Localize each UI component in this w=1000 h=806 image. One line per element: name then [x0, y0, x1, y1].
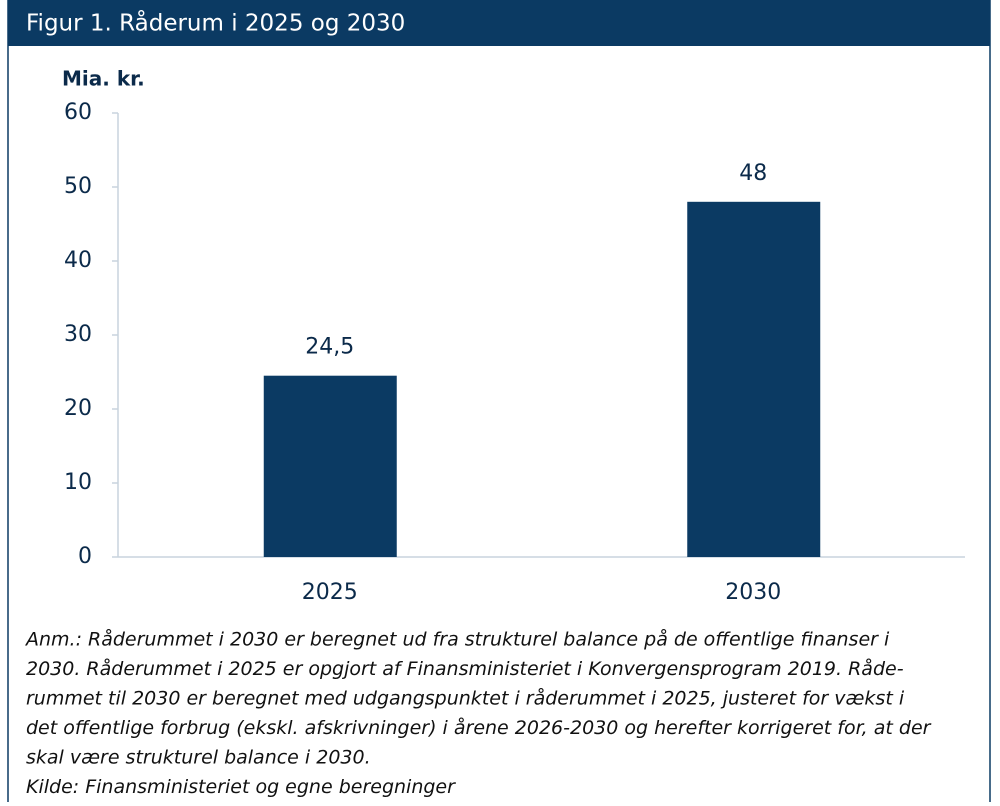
note-line: skal være strukturel balance i 2030. — [26, 747, 371, 769]
value-label: 48 — [739, 161, 767, 186]
y-tick-label: 0 — [78, 544, 92, 569]
note-line: Anm.: Råderummet i 2030 er beregnet ud f… — [24, 628, 890, 651]
value-label: 24,5 — [305, 335, 354, 360]
x-tick-label: 2030 — [725, 580, 781, 605]
y-tick-label: 20 — [64, 396, 92, 421]
y-axis-label: Mia. kr. — [62, 67, 145, 91]
y-tick-label: 10 — [64, 470, 92, 495]
x-tick-label: 2025 — [302, 580, 358, 605]
bar — [263, 375, 397, 557]
y-tick-label: 60 — [64, 100, 92, 125]
note-line: Kilde: Finansministeriet og egne beregni… — [26, 776, 456, 798]
note-line: det offentlige forbrug (ekskl. afskrivni… — [26, 716, 932, 739]
bar — [687, 201, 821, 558]
header-bar — [8, 0, 990, 46]
note-line: rummet til 2030 er beregnet med udgangsp… — [26, 687, 905, 710]
note-line: 2030. Råderummet i 2025 er opgjort af Fi… — [26, 657, 904, 680]
frame — [7, 0, 991, 806]
y-tick-label: 30 — [64, 322, 92, 347]
y-tick-label: 40 — [64, 248, 92, 273]
chart-title: Figur 1. Råderum i 2025 og 2030 — [26, 9, 405, 37]
y-tick-label: 50 — [64, 174, 92, 199]
